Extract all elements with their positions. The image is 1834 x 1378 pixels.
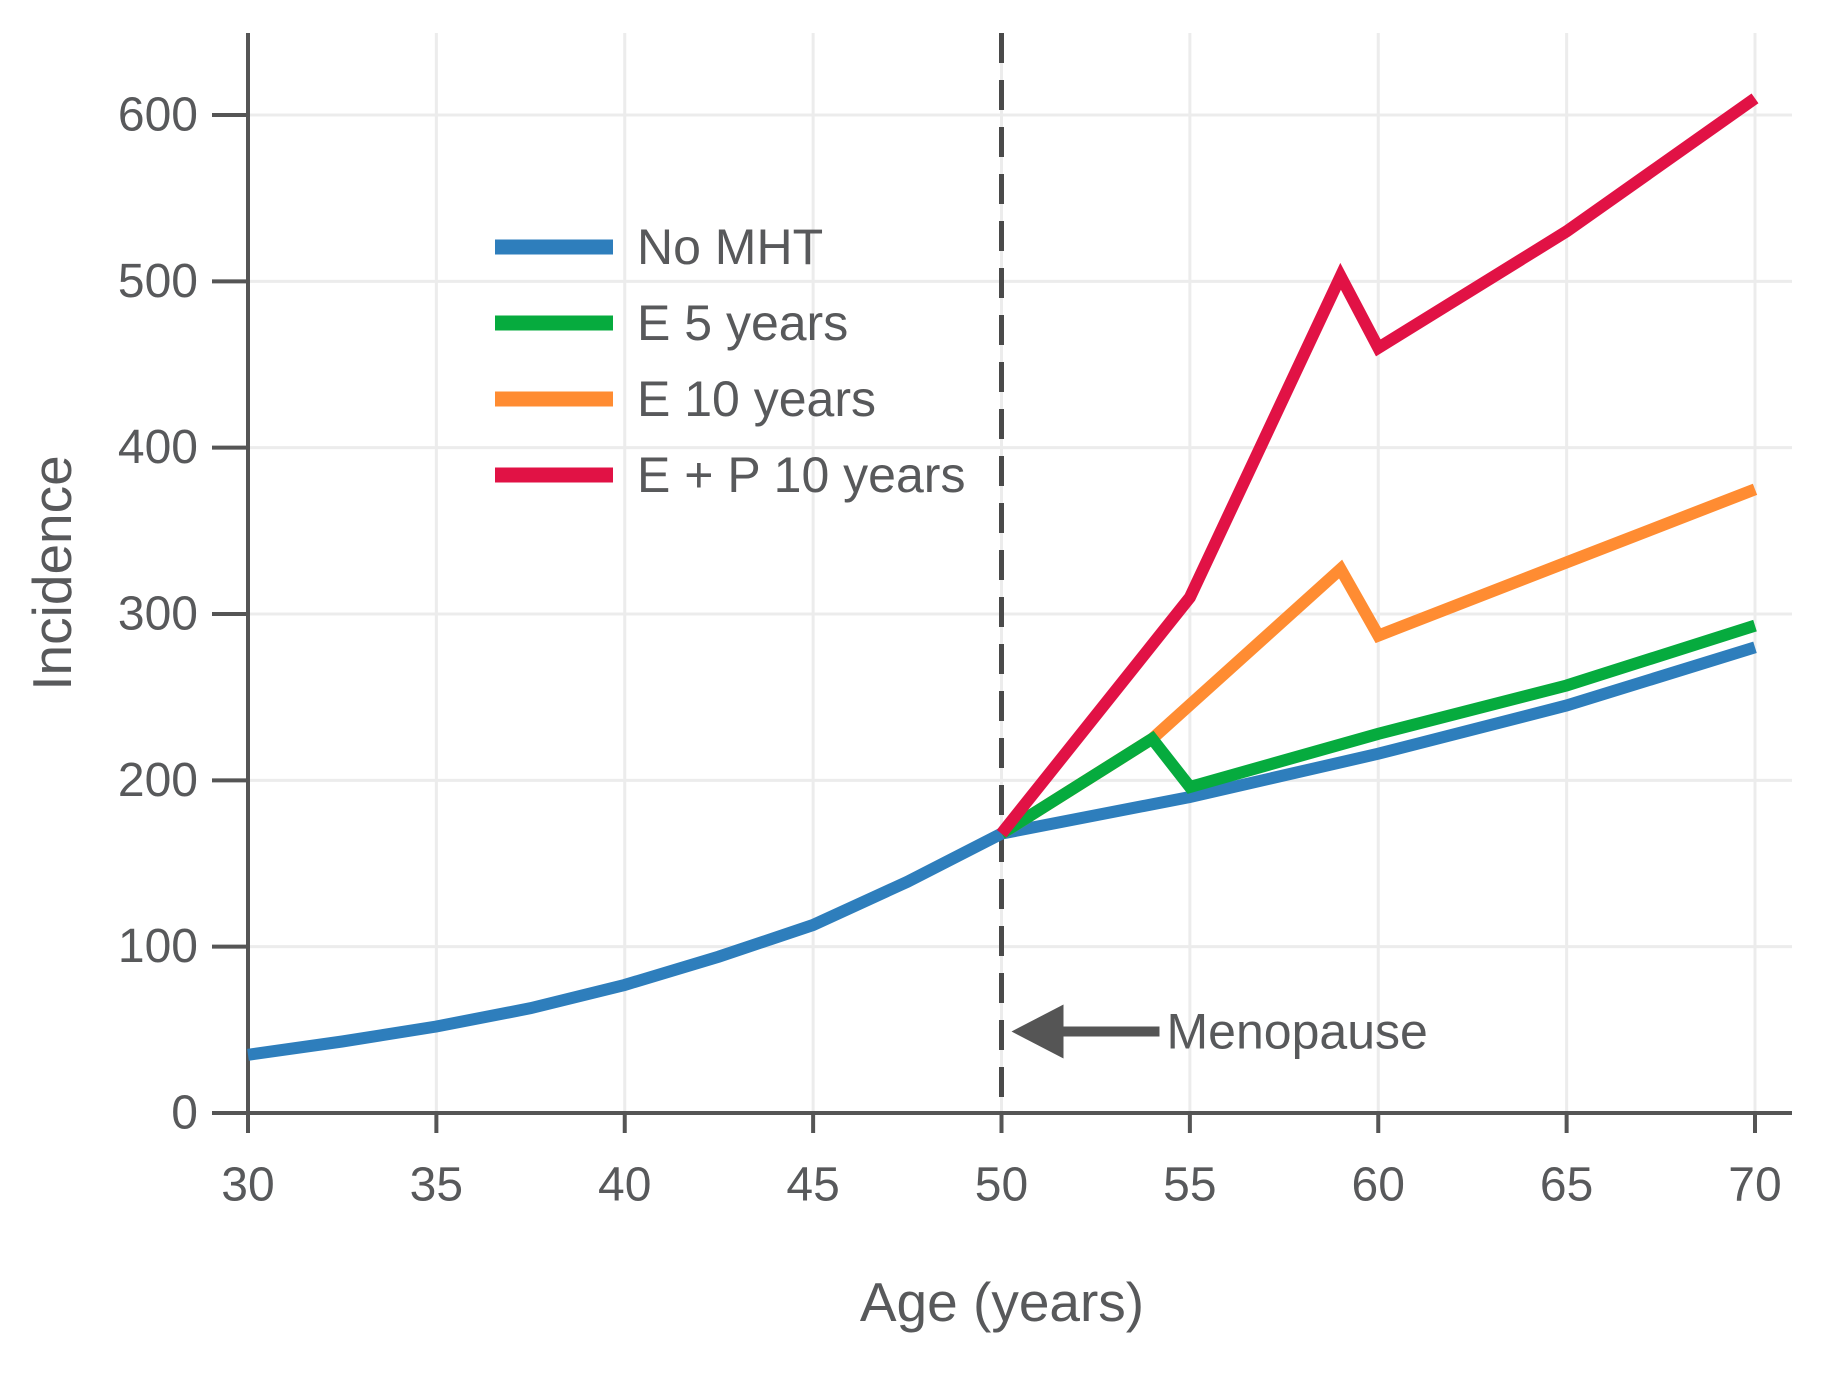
legend-item: E + P 10 years: [495, 447, 965, 503]
legend-swatch: [495, 239, 613, 255]
legend-item: E 10 years: [495, 371, 876, 427]
y-axis-title: Incidence: [21, 455, 83, 690]
y-tick-label: 600: [118, 89, 198, 142]
x-tick-label: 60: [1352, 1159, 1405, 1212]
legend-swatch: [495, 467, 613, 483]
left-arrow-icon: [1011, 1004, 1064, 1059]
x-tick-label: 35: [410, 1159, 463, 1212]
annotation-label: Menopause: [1167, 1003, 1428, 1059]
series-line-no-mht: [247, 641, 1757, 1061]
x-tick-label: 55: [1163, 1159, 1216, 1212]
y-tick-label: 300: [118, 588, 198, 641]
menopause-annotation: Menopause: [1011, 1003, 1428, 1059]
series-line-e-p-10-years: [996, 93, 1759, 838]
y-tick-label: 400: [118, 421, 198, 474]
x-tick-label: 40: [598, 1159, 651, 1212]
x-tick-label: 65: [1540, 1159, 1593, 1212]
x-axis-title: Age (years): [860, 1271, 1144, 1333]
legend-label: E 5 years: [637, 295, 848, 351]
legend-label: No MHT: [637, 219, 823, 275]
legend-label: E 10 years: [637, 371, 876, 427]
x-tick-label: 45: [786, 1159, 839, 1212]
y-tick-label: 500: [118, 255, 198, 308]
legend-item: E 5 years: [495, 295, 848, 351]
y-tick-label: 0: [171, 1087, 198, 1140]
legend-swatch: [495, 315, 613, 331]
x-tick-label: 30: [221, 1159, 274, 1212]
legend-label: E + P 10 years: [637, 447, 965, 503]
x-tick-label: 50: [975, 1159, 1028, 1212]
y-tick-label: 200: [118, 754, 198, 807]
series-line-e-5-years: [998, 619, 1757, 839]
y-tick-label: 100: [118, 920, 198, 973]
legend-swatch: [495, 391, 613, 407]
x-tick-label: 70: [1728, 1159, 1781, 1212]
legend-item: No MHT: [495, 219, 823, 275]
